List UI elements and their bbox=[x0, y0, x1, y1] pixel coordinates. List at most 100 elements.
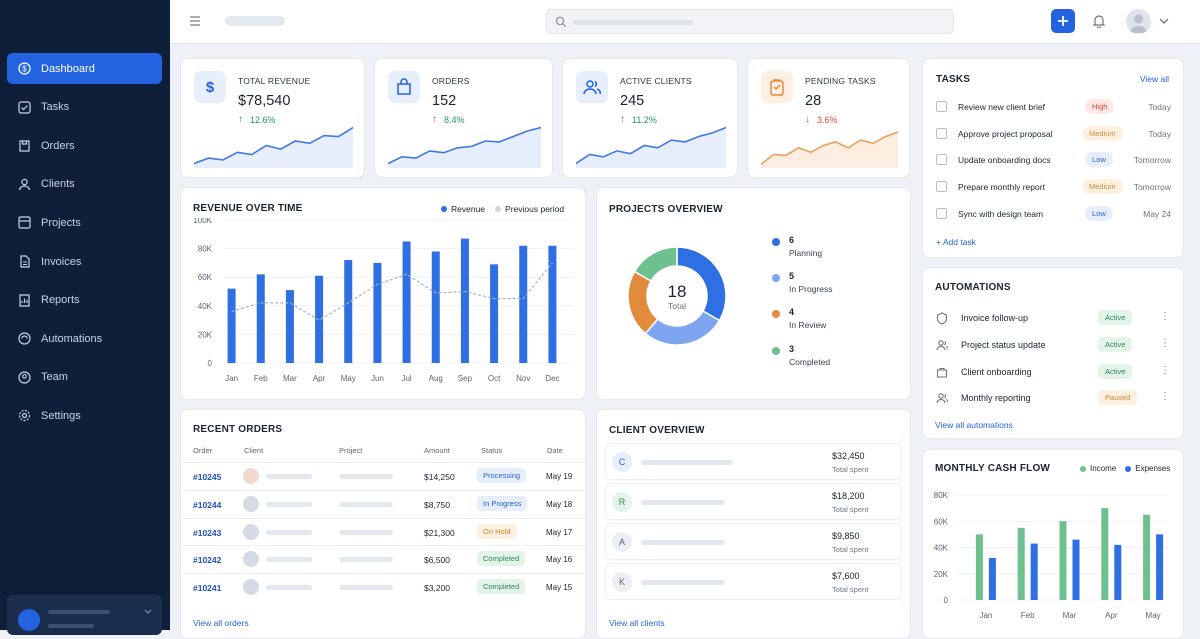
donut-slice-in-progress bbox=[644, 309, 721, 346]
y-tick-label: 20K bbox=[198, 330, 213, 339]
automation-name: Monthly reporting bbox=[961, 393, 1031, 404]
user-menu[interactable] bbox=[7, 595, 162, 635]
automation-row[interactable]: Monthly reporting Paused ⋮ bbox=[923, 390, 1185, 408]
sidebar-item-settings[interactable]: Settings bbox=[7, 400, 162, 431]
y-tick-label: 0 bbox=[944, 596, 949, 605]
sidebar-item-clients[interactable]: Clients bbox=[7, 169, 162, 200]
svg-text:$: $ bbox=[22, 64, 27, 73]
expense-bar bbox=[988, 558, 996, 600]
more-vertical-icon[interactable]: ⋮ bbox=[1160, 364, 1170, 376]
client-amount: $7,600 bbox=[832, 571, 860, 581]
invoices-icon bbox=[18, 255, 41, 268]
stat-delta: 8.4% bbox=[444, 115, 465, 125]
revenue-bar bbox=[490, 264, 499, 363]
client-row[interactable]: A $9,850 Total spent bbox=[605, 523, 902, 560]
revenue-bar bbox=[402, 241, 411, 363]
avatar[interactable] bbox=[1126, 9, 1151, 34]
client-spent-label: Total spent bbox=[832, 465, 869, 474]
table-row[interactable]: #10243 $21,300 On Hold May 17 bbox=[181, 517, 585, 545]
x-tick-label: Apr bbox=[1105, 611, 1118, 620]
automation-row[interactable]: Client onboarding Active ⋮ bbox=[923, 363, 1185, 382]
more-vertical-icon[interactable]: ⋮ bbox=[1160, 391, 1170, 403]
client-avatar bbox=[243, 579, 259, 596]
task-row[interactable]: Review new client brief High Today bbox=[923, 99, 1185, 117]
more-vertical-icon[interactable]: ⋮ bbox=[1160, 337, 1170, 349]
x-tick-label: Nov bbox=[516, 374, 530, 383]
x-tick-label: Mar bbox=[1063, 611, 1077, 620]
view-all-clients-link[interactable]: View all clients bbox=[609, 618, 665, 628]
user-role-placeholder bbox=[48, 624, 94, 628]
view-all-orders-link[interactable]: View all orders bbox=[193, 618, 249, 628]
automation-row[interactable]: Invoice follow-up Active ⋮ bbox=[923, 310, 1185, 328]
add-task-link[interactable]: + Add task bbox=[936, 237, 976, 247]
y-tick-label: 80K bbox=[934, 491, 949, 500]
stat-card-pending-tasks[interactable]: PENDING TASKS 28 ↓ 3.6% bbox=[747, 58, 910, 178]
cashflow-card: MONTHLY CASH FLOW Income Expenses 0 20K 40… bbox=[922, 449, 1184, 639]
sidebar-item-dashboard[interactable]: $ Dashboard bbox=[7, 53, 162, 84]
task-row[interactable]: Sync with design team Low May 24 bbox=[923, 205, 1185, 224]
more-vertical-icon[interactable]: ⋮ bbox=[1160, 311, 1170, 322]
client-avatar bbox=[243, 523, 259, 540]
tasks-icon bbox=[18, 100, 41, 114]
sidebar-item-reports[interactable]: Reports bbox=[7, 285, 162, 316]
sidebar-item-automations[interactable]: Automations bbox=[7, 323, 162, 354]
client-row[interactable]: C $32,450 Total spent bbox=[605, 443, 902, 480]
projects-card: PROJECTS OVERVIEW 18 Total 6 Planning 5 In … bbox=[596, 187, 911, 400]
x-tick-label: Aug bbox=[429, 374, 443, 383]
task-row[interactable]: Update onboarding docs Low Tomorrow bbox=[923, 152, 1185, 170]
column-header: Project bbox=[339, 446, 363, 455]
order-id[interactable]: #10244 bbox=[193, 499, 222, 510]
task-checkbox[interactable] bbox=[936, 127, 947, 139]
order-id[interactable]: #10242 bbox=[193, 555, 222, 566]
client-row[interactable]: K $7,600 Total spent bbox=[605, 563, 902, 600]
view-all-automations-link[interactable]: View all automations bbox=[935, 420, 1013, 430]
task-checkbox[interactable] bbox=[936, 181, 947, 193]
bag-icon bbox=[388, 71, 420, 103]
x-tick-label: Jul bbox=[401, 374, 411, 383]
task-checkbox[interactable] bbox=[936, 101, 947, 112]
client-avatar bbox=[243, 495, 259, 512]
arrow-up-icon: ↑ bbox=[620, 114, 625, 125]
sidebar-item-tasks[interactable]: Tasks bbox=[7, 92, 162, 123]
plus-icon bbox=[1058, 16, 1068, 26]
sidebar-item-label: Projects bbox=[41, 216, 81, 229]
order-id[interactable]: #10243 bbox=[193, 527, 222, 538]
stat-card-orders[interactable]: ORDERS 152 ↑ 8.4% bbox=[374, 58, 553, 178]
revenue-bar bbox=[519, 245, 528, 363]
client-avatar bbox=[243, 551, 259, 568]
sidebar-item-invoices[interactable]: Invoices bbox=[7, 246, 162, 277]
automation-name: Invoice follow-up bbox=[961, 313, 1029, 323]
task-row[interactable]: Approve project proposal Medium Today bbox=[923, 125, 1185, 144]
table-row[interactable]: #10242 $6,500 Completed May 16 bbox=[181, 545, 585, 572]
order-id[interactable]: #10241 bbox=[193, 583, 222, 594]
search-input[interactable] bbox=[546, 9, 954, 34]
table-row[interactable]: #10244 $8,750 In Progress May 18 bbox=[181, 489, 585, 517]
stat-card-active-clients[interactable]: ACTIVE CLIENTS 245 ↑ 11.2% bbox=[562, 58, 738, 178]
order-id[interactable]: #10245 bbox=[193, 472, 222, 482]
tasks-view-all-link[interactable]: View all bbox=[1139, 74, 1169, 84]
task-checkbox[interactable] bbox=[936, 207, 947, 219]
sidebar-item-orders[interactable]: Orders bbox=[7, 130, 162, 161]
donut-slice-completed bbox=[633, 246, 678, 283]
task-checkbox[interactable] bbox=[936, 154, 947, 166]
sidebar-item-projects[interactable]: Projects bbox=[7, 207, 162, 238]
x-tick-label: Sep bbox=[458, 374, 473, 383]
sidebar-item-team[interactable]: Team bbox=[7, 362, 162, 393]
bell-icon[interactable] bbox=[1092, 14, 1106, 28]
add-button[interactable] bbox=[1051, 9, 1075, 33]
cashflow-legend: Income Expenses bbox=[1080, 464, 1170, 473]
automation-row[interactable]: Project status update Active ⋮ bbox=[923, 336, 1185, 355]
chevron-down-icon[interactable] bbox=[1159, 17, 1169, 25]
table-row[interactable]: #10245 $14,250 Processing May 19 bbox=[181, 462, 585, 489]
user-avatar-icon bbox=[18, 609, 40, 631]
table-row[interactable]: #10241 $3,200 Completed May 15 bbox=[181, 573, 585, 600]
task-row[interactable]: Prepare monthly report Medium Tomorrow bbox=[923, 179, 1185, 197]
client-row[interactable]: R $18,200 Total spent bbox=[605, 483, 902, 520]
menu-icon[interactable] bbox=[189, 15, 201, 27]
sparkline-area bbox=[576, 127, 726, 168]
x-tick-label: Apr bbox=[313, 374, 326, 383]
sparkline-line bbox=[194, 126, 353, 165]
stat-label: PENDING TASKS bbox=[805, 76, 876, 86]
stat-card-total-revenue[interactable]: $ TOTAL REVENUE $78,540 ↑ 12.6% bbox=[180, 58, 365, 178]
client-name-placeholder bbox=[266, 474, 312, 479]
